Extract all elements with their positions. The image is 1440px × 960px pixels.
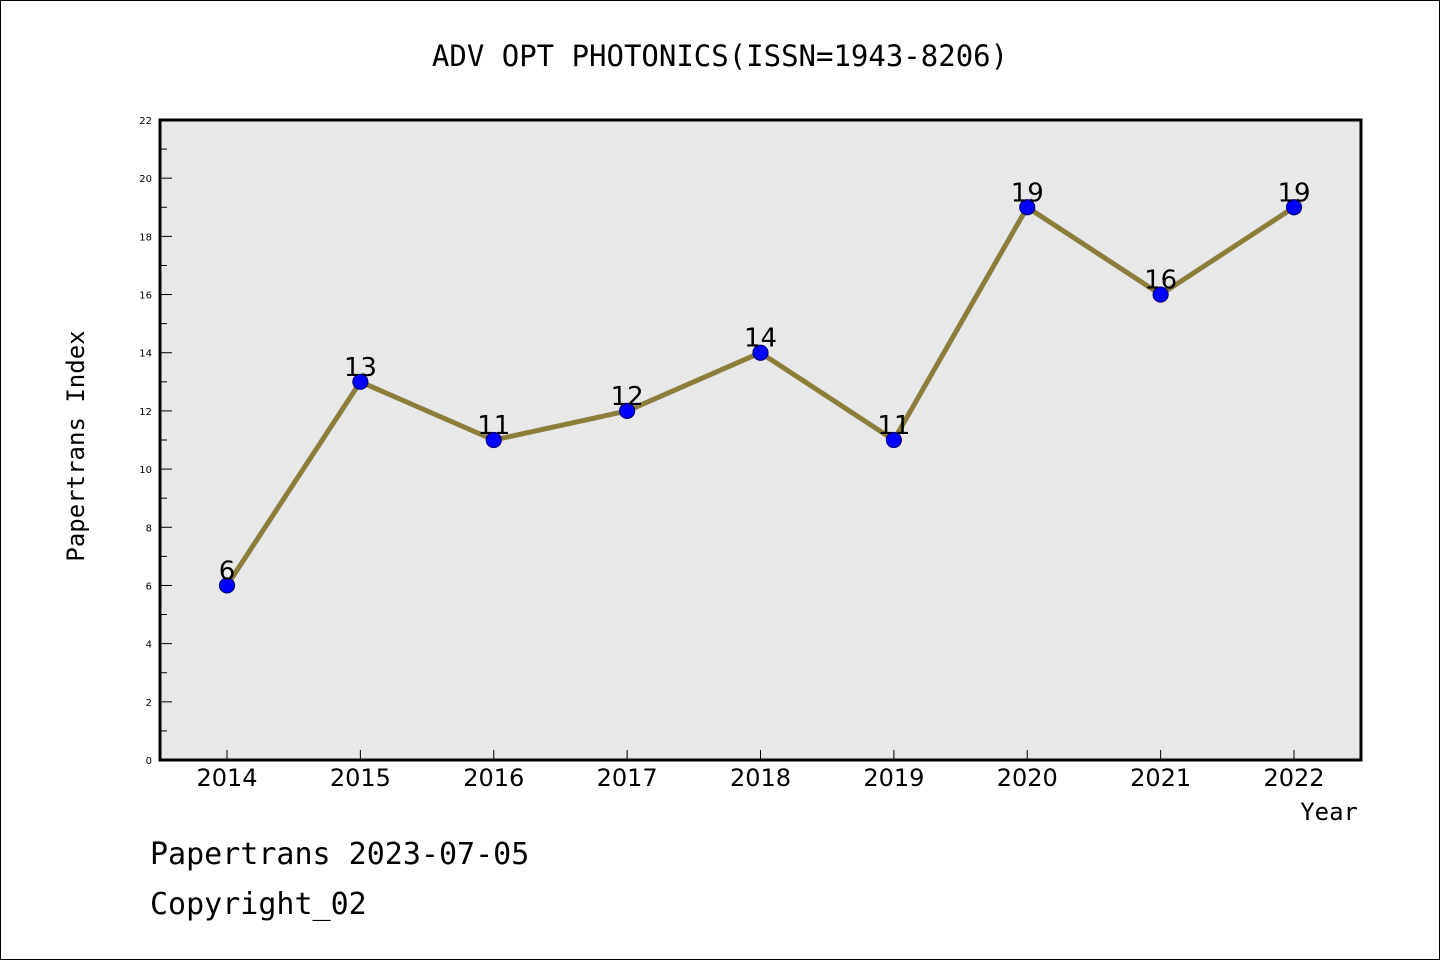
- y-tick-label: 0: [146, 756, 152, 767]
- footer-date: Papertrans 2023-07-05: [150, 837, 529, 872]
- data-label: 19: [1277, 178, 1310, 208]
- data-label: 11: [477, 411, 510, 441]
- x-tick-label: 2021: [1130, 764, 1191, 792]
- y-tick-label: 14: [139, 349, 152, 360]
- data-label: 19: [1011, 178, 1044, 208]
- x-axis: 2014 2015 2016 2017 2018 2019 2020 2021 2022: [196, 750, 1325, 792]
- data-label: 12: [611, 382, 644, 412]
- y-tick-label: 4: [146, 640, 152, 651]
- data-point: [752, 344, 769, 361]
- x-tick-label: 2020: [997, 764, 1058, 792]
- y-axis-label: Papertrans Index: [62, 330, 90, 561]
- y-tick-label: 16: [139, 291, 152, 302]
- plot-area: [158, 118, 1363, 762]
- data-label: 6: [219, 556, 236, 586]
- data-point: [1019, 199, 1036, 216]
- x-tick-label: 2016: [463, 764, 524, 792]
- data-label: 13: [344, 353, 377, 383]
- data-point: [218, 577, 236, 594]
- data-point: [885, 431, 902, 449]
- data-point: [1152, 286, 1169, 303]
- y-axis: 0 2 4 6 8 10 12 14 16 18 20 22: [139, 116, 172, 767]
- data-point: [619, 402, 636, 420]
- y-tick-label: 8: [146, 523, 152, 534]
- y-tick-label: 6: [146, 581, 152, 592]
- y-tick-label: 12: [139, 407, 152, 418]
- x-tick-label: 2019: [863, 764, 924, 792]
- data-label: 11: [877, 411, 910, 441]
- x-axis-label: Year: [1300, 798, 1358, 826]
- data-point: [485, 431, 502, 449]
- chart-title: ADV OPT PHOTONICS(ISSN=1943-8206): [432, 39, 1008, 73]
- data-points: [218, 199, 1303, 594]
- data-point: [352, 373, 369, 390]
- data-label: 14: [744, 324, 777, 354]
- y-tick-label: 20: [139, 174, 152, 185]
- y-tick-label: 10: [139, 465, 152, 476]
- x-tick-label: 2018: [730, 764, 791, 792]
- footer-copyright: Copyright_02: [150, 887, 367, 922]
- y-tick-label: 22: [139, 116, 152, 127]
- data-labels: 6 13 11 12 14 11 19 16 19: [219, 178, 1311, 586]
- data-point: [1285, 199, 1303, 216]
- x-tick-label: 2014: [196, 764, 257, 792]
- x-tick-label: 2015: [330, 764, 391, 792]
- data-label: 16: [1144, 266, 1177, 296]
- y-tick-label: 2: [146, 698, 152, 709]
- x-tick-label: 2017: [597, 764, 658, 792]
- y-tick-label: 18: [139, 232, 152, 243]
- x-tick-label: 2022: [1263, 764, 1324, 792]
